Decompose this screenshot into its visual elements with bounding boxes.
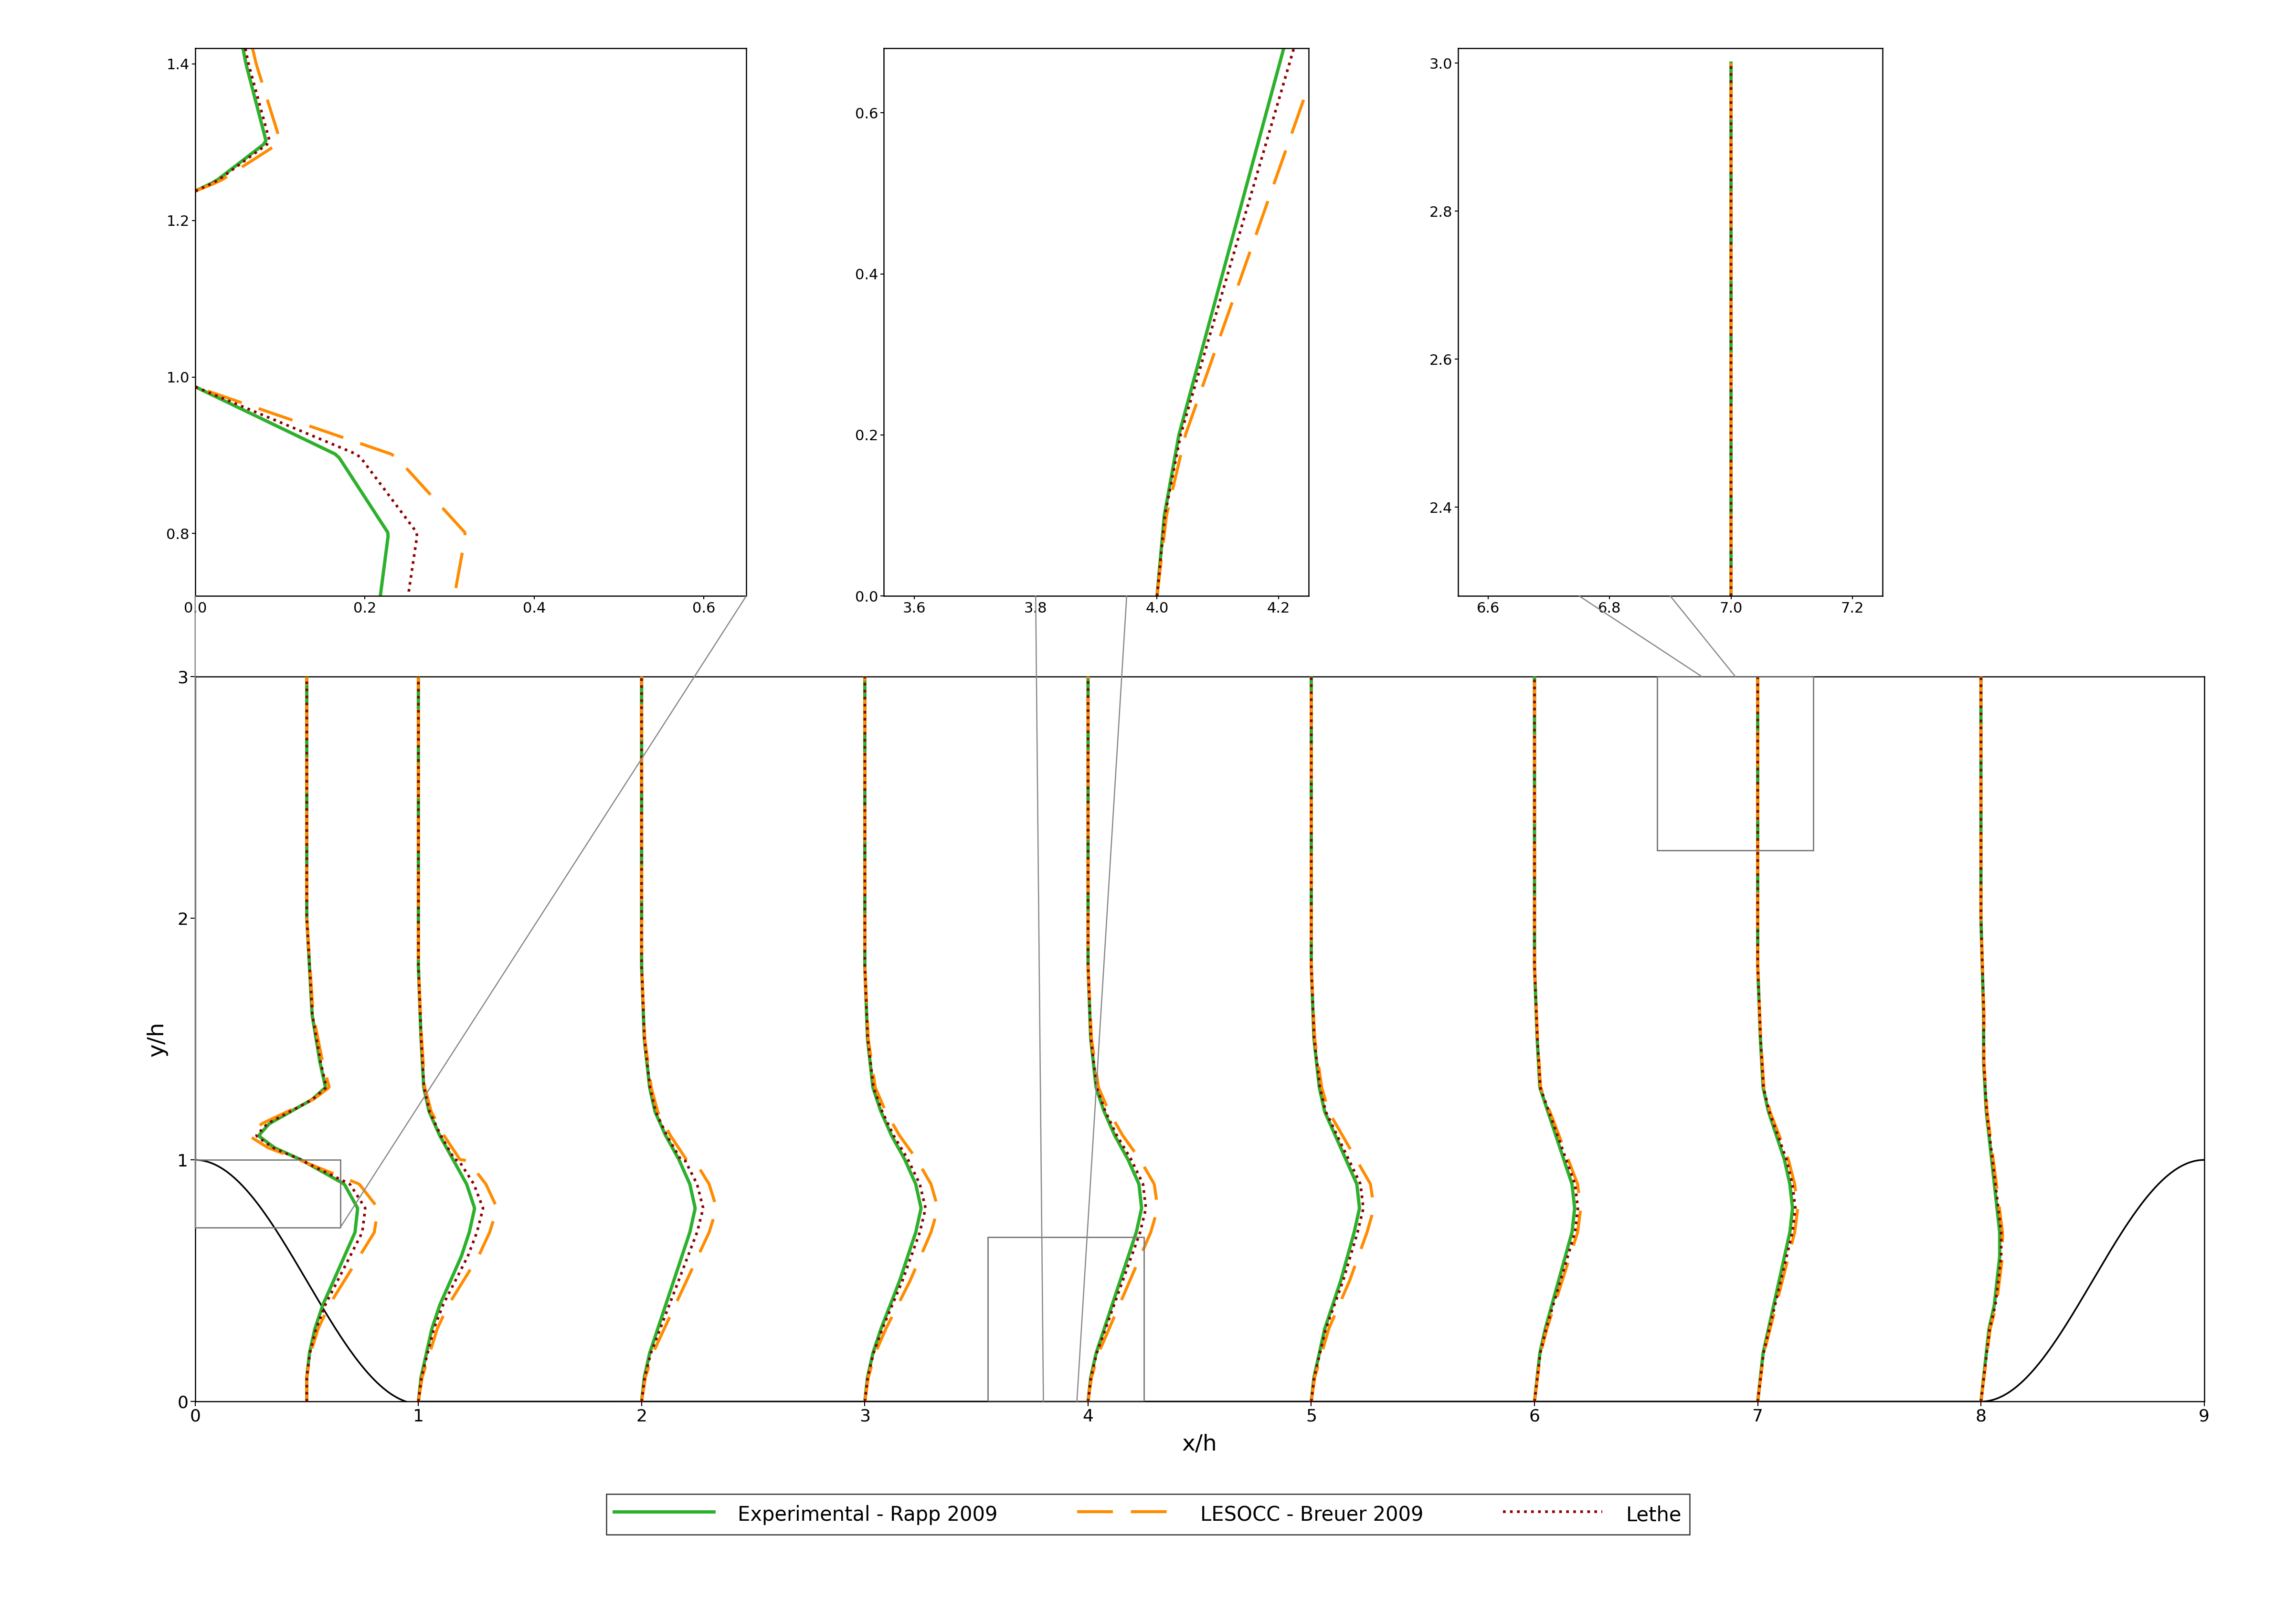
X-axis label: x/h: x/h bbox=[1182, 1434, 1217, 1455]
Legend: Experimental - Rapp 2009, LESOCC - Breuer 2009, Lethe: Experimental - Rapp 2009, LESOCC - Breue… bbox=[606, 1495, 1690, 1534]
Bar bbox=[195, 1160, 340, 1228]
Bar bbox=[987, 1237, 1143, 1402]
Y-axis label: y/h: y/h bbox=[147, 1021, 168, 1057]
Bar bbox=[1658, 677, 1814, 851]
